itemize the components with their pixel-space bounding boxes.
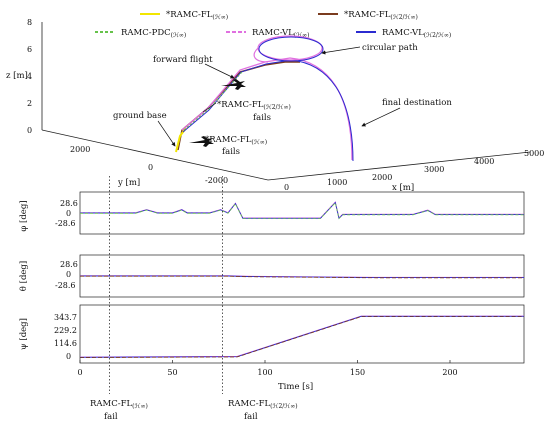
x-tick-label: 1000 bbox=[327, 178, 347, 187]
psi-tick-label: 114.6 bbox=[54, 339, 77, 348]
z-ticks: 0 2 4 6 8 bbox=[27, 18, 32, 135]
psi-series-vl-h2hinf bbox=[79, 315, 524, 358]
fail-h2hinf-pointer bbox=[202, 102, 217, 113]
z-tick-label: 4 bbox=[27, 72, 32, 81]
bottom-fail2-annotation: RAMC-FL(ℋ2/ℋ∞) bbox=[228, 399, 298, 410]
time-tick-label: 150 bbox=[350, 368, 365, 377]
legend-label: RAMC-PDC(ℋ∞) bbox=[121, 28, 186, 39]
legend-entry-vl-hinf: RAMC-VL(ℋ∞) bbox=[226, 28, 309, 39]
time-tick-label: 0 bbox=[77, 368, 82, 377]
fail-h2hinf-annotation-2: fails bbox=[253, 113, 271, 123]
x-tick-label: 4000 bbox=[474, 157, 494, 166]
theta-tick-label: -28.6 bbox=[55, 281, 76, 290]
x-axis-label: x [m] bbox=[392, 183, 414, 193]
theta-tick-label: 0 bbox=[66, 270, 71, 279]
psi-tick-label: 343.7 bbox=[54, 313, 77, 322]
time-tick-label: 50 bbox=[167, 368, 177, 377]
forward-flight-arrow bbox=[204, 63, 235, 79]
y-tick-label: 2000 bbox=[70, 145, 90, 154]
time-axis-label: Time [s] bbox=[278, 382, 313, 392]
aircraft-icon bbox=[189, 136, 214, 147]
bottom-fail1-annotation-2: fail bbox=[104, 412, 118, 422]
legend-label: RAMC-VL(ℋ2/ℋ∞) bbox=[382, 28, 451, 39]
legend-entry-vl-h2hinf: RAMC-VL(ℋ2/ℋ∞) bbox=[356, 28, 451, 39]
y-axis-label: y [m] bbox=[117, 178, 140, 188]
fail-h2hinf-annotation: *RAMC-FL(ℋ2/ℋ∞) bbox=[217, 100, 291, 111]
x-tick-label: 0 bbox=[284, 183, 289, 192]
bottom-fail2-annotation-2: fail bbox=[244, 412, 258, 422]
x-axis-line bbox=[267, 151, 531, 181]
x-tick-label: 5000 bbox=[524, 149, 544, 158]
z-tick-label: 0 bbox=[27, 126, 32, 135]
phi-series-pdc-hinf bbox=[80, 201, 524, 220]
theta-series-fl-h2hinf bbox=[80, 275, 524, 279]
psi-tick-label: 0 bbox=[66, 352, 71, 361]
legend-entry-fl-h2hinf: *RAMC-FL(ℋ2/ℋ∞) bbox=[318, 10, 418, 21]
aircraft-icon bbox=[221, 79, 246, 90]
y-tick-label: -2000 bbox=[205, 176, 228, 185]
psi-axes-box bbox=[79, 304, 525, 364]
y-axis-line bbox=[41, 129, 269, 181]
legend-label: *RAMC-FL(ℋ2/ℋ∞) bbox=[344, 10, 418, 21]
bottom-fail1-annotation: RAMC-FL(ℋ∞) bbox=[90, 399, 148, 410]
fail-hinf-annotation-2: fails bbox=[222, 147, 240, 157]
theta-tick-label: 28.6 bbox=[60, 260, 78, 269]
time-series-panels: 28.6 0 -28.6 φ [deg] 28.6 0 -28.6 θ [deg… bbox=[19, 176, 525, 422]
legend-label: *RAMC-FL(ℋ∞) bbox=[166, 10, 228, 21]
fail-hinf-annotation: *RAMC-FL(ℋ∞) bbox=[205, 135, 267, 146]
circular-path-vl-h2hinf bbox=[258, 36, 324, 62]
time-tick-label: 200 bbox=[442, 368, 457, 377]
psi-series-vl-hinf bbox=[79, 315, 524, 358]
legend-entry-pdc-hinf: RAMC-PDC(ℋ∞) bbox=[95, 28, 186, 39]
ground-base-label: ground base bbox=[113, 111, 167, 121]
z-tick-label: 8 bbox=[27, 18, 32, 27]
z-tick-label: 2 bbox=[27, 99, 32, 108]
y-tick-label: 0 bbox=[148, 163, 153, 172]
final-destination-arrow bbox=[361, 107, 401, 127]
final-destination-label: final destination bbox=[382, 98, 452, 108]
x-tick-label: 3000 bbox=[424, 165, 444, 174]
phi-tick-label: -28.6 bbox=[55, 219, 76, 228]
psi-axis-label: ψ [deg] bbox=[19, 318, 29, 350]
z-tick-label: 6 bbox=[27, 45, 32, 54]
legend-entry-fl-hinf: *RAMC-FL(ℋ∞) bbox=[140, 10, 228, 21]
legend: *RAMC-FL(ℋ∞) *RAMC-FL(ℋ2/ℋ∞) RAMC-PDC(ℋ∞… bbox=[95, 10, 451, 39]
circular-path-label: circular path bbox=[362, 43, 418, 53]
forward-flight-label: forward flight bbox=[153, 55, 213, 65]
psi-series-fl-h2hinf bbox=[79, 316, 524, 358]
x-tick-label: 2000 bbox=[372, 173, 392, 182]
phi-tick-label: 0 bbox=[66, 209, 71, 218]
circular-path-arrow bbox=[321, 46, 361, 55]
ground-base-arrow bbox=[157, 120, 176, 147]
trajectory-3d-plot: 0 2 4 6 8 z [m] 2000 0 -2000 y [m] 0 100… bbox=[6, 18, 544, 193]
phi-axes-box bbox=[79, 191, 525, 235]
psi-tick-label: 229.2 bbox=[54, 326, 77, 335]
phi-axis-label: φ [deg] bbox=[19, 200, 29, 231]
time-tick-label: 100 bbox=[257, 368, 272, 377]
legend-label: RAMC-VL(ℋ∞) bbox=[252, 28, 309, 39]
circular-path-link bbox=[253, 47, 269, 63]
phi-tick-label: 28.6 bbox=[60, 199, 78, 208]
psi-panel: 343.7 229.2 114.6 0 ψ [deg] Time [s] bbox=[19, 304, 525, 392]
theta-axis-label: θ [deg] bbox=[19, 261, 29, 291]
z-axis-label: z [m] bbox=[6, 71, 28, 81]
